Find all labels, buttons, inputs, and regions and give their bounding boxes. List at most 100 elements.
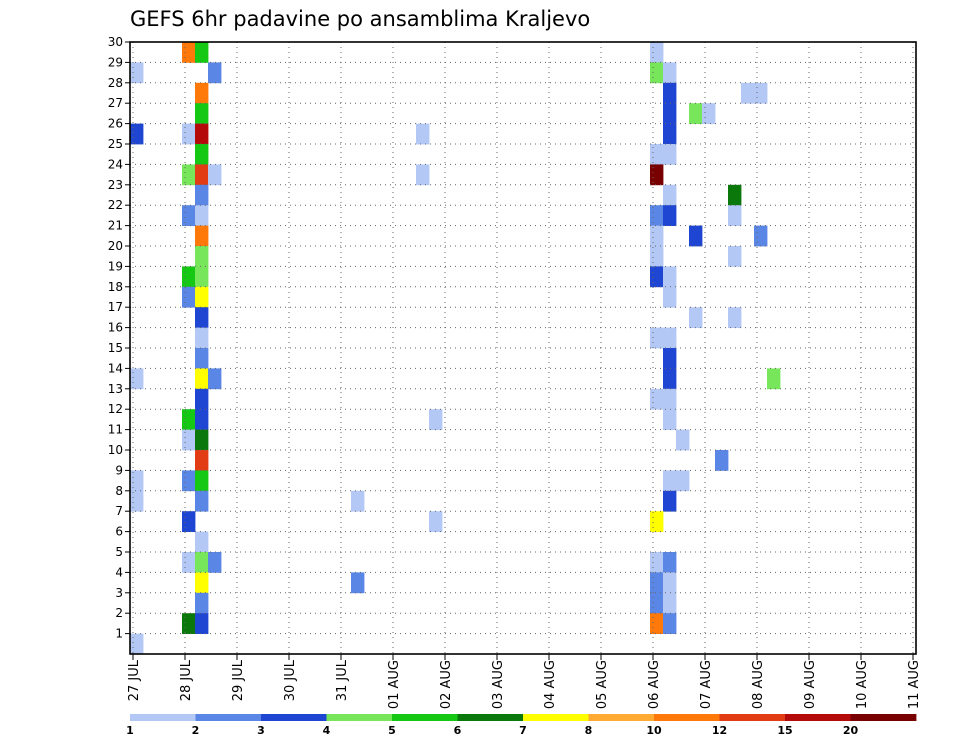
y-tick-label: 29	[108, 55, 123, 69]
heatmap-cell	[130, 470, 144, 492]
heatmap-cell	[702, 103, 716, 124]
heatmap-cell	[195, 42, 209, 63]
heatmap-cell	[676, 470, 690, 492]
heatmap-cell	[663, 144, 677, 165]
colorbar-label: 15	[777, 724, 792, 737]
heatmap-cell	[195, 286, 209, 308]
colorbar-swatch	[588, 714, 655, 721]
y-tick-label: 17	[108, 300, 123, 314]
heatmap-cell	[195, 225, 209, 247]
y-tick-label: 1	[115, 627, 123, 641]
heatmap-cell	[195, 144, 209, 165]
heatmap-cell	[195, 613, 209, 634]
heatmap-cell	[650, 62, 664, 84]
heatmap-cell	[182, 266, 196, 288]
heatmap-cell	[689, 225, 703, 247]
heatmap-cell	[208, 552, 222, 573]
heatmap-cell	[650, 225, 664, 247]
heatmap-cell	[195, 368, 209, 390]
y-tick-label: 30	[108, 35, 123, 49]
heatmap-cell	[182, 613, 196, 634]
heatmap-cell	[650, 552, 664, 573]
heatmap-cell	[182, 286, 196, 308]
x-tick-label: 27 JUL	[127, 659, 142, 701]
heatmap-cell	[182, 409, 196, 430]
colorbar: 1 2 3 4 5 6 7 8 10 12 15 20	[126, 714, 917, 737]
heatmap-cell	[195, 266, 209, 288]
heatmap-cell	[182, 164, 196, 186]
heatmap-cell	[182, 123, 196, 145]
y-tick-label: 25	[108, 137, 123, 151]
x-tick-label: 30 JUL	[283, 659, 298, 701]
heatmap-cell	[650, 613, 664, 634]
x-tick-label: 03 AUG	[491, 660, 506, 709]
x-tick-label: 08 AUG	[751, 660, 766, 709]
colorbar-swatch	[850, 714, 917, 721]
y-tick-label: 8	[115, 484, 123, 498]
colorbar-label: 6	[454, 724, 462, 737]
y-tick-label: 23	[108, 178, 123, 192]
heatmap-cell	[650, 246, 664, 267]
heatmap-cell	[715, 450, 729, 471]
heatmap-cell	[182, 429, 196, 451]
colorbar-swatch	[785, 714, 851, 721]
chart-title: GEFS 6hr padavine po ansamblima Kraljevo	[130, 7, 590, 31]
heatmap-cell	[130, 490, 144, 512]
heatmap-cell	[650, 266, 664, 288]
heatmap-cell	[663, 470, 677, 492]
heatmap-cell	[130, 633, 144, 655]
heatmap-cell	[650, 592, 664, 614]
heatmap-cell	[650, 144, 664, 165]
heatmap-cell	[416, 123, 430, 145]
y-tick-label: 14	[108, 361, 123, 375]
heatmap-cell	[741, 82, 755, 104]
x-tick-label: 11 AUG	[907, 660, 922, 709]
heatmap-cell	[754, 82, 768, 104]
heatmap-cell	[195, 470, 209, 492]
x-tick-label: 10 AUG	[855, 660, 870, 709]
y-tick-label: 10	[108, 443, 123, 457]
heatmap-cell	[728, 246, 742, 267]
x-axis-ticks: 27 JUL 28 JUL 29 JUL 30 JUL 31 JUL 01 AUG 02 A…	[127, 654, 922, 709]
y-tick-label: 12	[108, 402, 123, 416]
heatmap-cell	[130, 368, 144, 390]
heatmap-cell	[663, 205, 677, 226]
colorbar-swatch	[523, 714, 589, 721]
y-tick-label: 2	[115, 606, 123, 620]
heatmap-cell	[754, 225, 768, 247]
heatmap-cell	[416, 164, 430, 186]
y-tick-label: 26	[108, 117, 123, 131]
heatmap-cell	[195, 123, 209, 145]
heatmap-cell	[195, 388, 209, 410]
heatmap-cell	[650, 388, 664, 410]
heatmap-cell	[650, 164, 664, 186]
heatmap-cell	[195, 552, 209, 573]
heatmap-cell	[429, 409, 443, 430]
heatmap-cell	[663, 572, 677, 594]
heatmap-cell	[650, 42, 664, 63]
heatmap-cell	[767, 368, 781, 390]
heatmap-cell	[195, 348, 209, 369]
colorbar-label: 4	[323, 724, 331, 737]
colorbar-swatch	[326, 714, 393, 721]
y-tick-label: 15	[108, 341, 123, 355]
heatmap-cell	[195, 164, 209, 186]
heatmap-cell	[663, 327, 677, 349]
heatmap-cell	[195, 490, 209, 512]
heatmap-cell	[208, 368, 222, 390]
heatmap-cell	[429, 511, 443, 532]
heatmap-cell	[676, 429, 690, 451]
colorbar-label: 2	[192, 724, 200, 737]
x-tick-label: 04 AUG	[543, 660, 558, 709]
heatmap-cell	[663, 123, 677, 145]
heatmap-cell	[182, 42, 196, 63]
heatmap-cell	[663, 368, 677, 390]
colorbar-label: 8	[585, 724, 593, 737]
colorbar-swatch	[654, 714, 720, 721]
colorbar-swatch	[195, 714, 262, 721]
colorbar-label: 3	[257, 724, 265, 737]
y-tick-label: 18	[108, 280, 123, 294]
x-tick-label: 28 JUL	[179, 659, 194, 701]
y-tick-label: 28	[108, 76, 123, 90]
heatmap-cell	[663, 490, 677, 512]
